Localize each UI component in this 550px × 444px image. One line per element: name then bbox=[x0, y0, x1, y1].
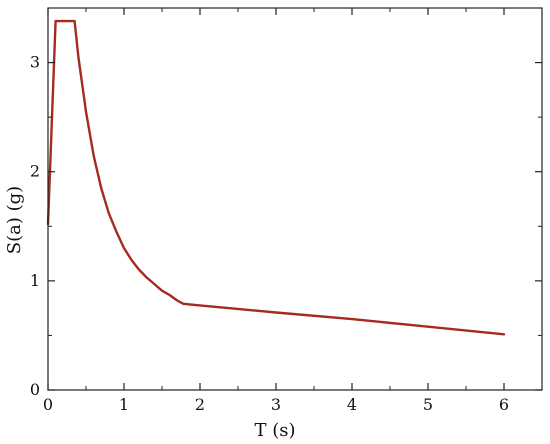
y-tick-label: 3 bbox=[30, 53, 40, 72]
x-axis-label: T (s) bbox=[254, 420, 295, 441]
y-tick-label: 2 bbox=[30, 162, 40, 181]
x-tick-label: 1 bbox=[119, 395, 129, 414]
x-tick-label: 6 bbox=[499, 395, 509, 414]
plot-frame bbox=[47, 7, 543, 391]
series-line-0 bbox=[46, 19, 506, 336]
x-tick-label: 2 bbox=[195, 395, 205, 414]
x-tick-label: 4 bbox=[347, 395, 357, 414]
x-tick-label: 0 bbox=[43, 395, 53, 414]
tick-layer: 0 1 2 3 4 5 6 0 1 2 3 bbox=[30, 8, 542, 414]
y-tick-label: 1 bbox=[30, 271, 40, 290]
y-axis-label: S(a) (g) bbox=[4, 186, 25, 254]
x-tick-label: 3 bbox=[271, 395, 281, 414]
plot-layer bbox=[46, 19, 506, 336]
y-tick-label: 0 bbox=[30, 380, 40, 399]
x-tick-label: 5 bbox=[423, 395, 433, 414]
